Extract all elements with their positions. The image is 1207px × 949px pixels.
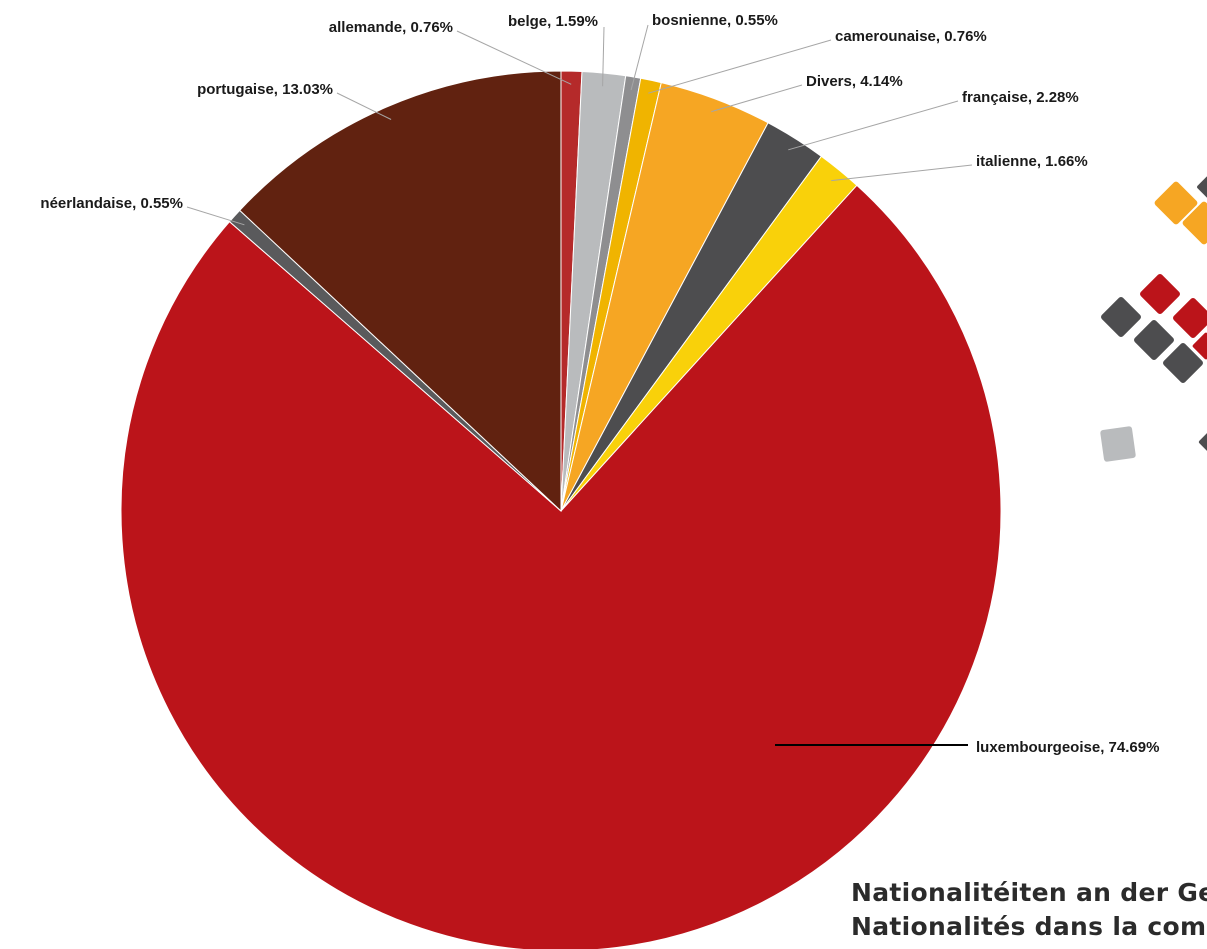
leader-line [456,30,572,85]
data-label: Divers, 4.14% [806,73,903,90]
data-label: bosnienne, 0.55% [652,12,778,29]
decorative-squares [1100,175,1207,462]
leader-line [336,92,392,120]
leader-line [831,164,973,182]
leader-line [186,206,245,226]
chart-title-line-2: Nationalités dans la com [851,912,1207,941]
data-label: camerounaise, 0.76% [835,28,987,45]
deco-square [1192,332,1207,360]
leader-line [630,24,649,91]
leader-line [602,26,605,87]
deco-square [1198,432,1207,452]
leader-line [648,39,832,94]
deco-square [1163,343,1203,383]
data-label: belge, 1.59% [508,13,598,30]
deco-square [1182,201,1207,245]
pie-slice-portugaise [239,70,562,513]
leader-line [711,84,803,113]
deco-square [1101,297,1141,337]
data-label: française, 2.28% [962,89,1079,106]
data-label: néerlandaise, 0.55% [40,195,183,212]
data-label: allemande, 0.76% [329,19,453,36]
data-label: portugaise, 13.03% [197,81,333,98]
pie-slice-luxembourgeoise [120,184,1002,949]
data-label: italienne, 1.66% [976,153,1088,170]
deco-square [1134,320,1174,360]
data-label: luxembourgeoise, 74.69% [976,739,1159,756]
leader-line [788,100,959,151]
deco-square [1197,175,1207,199]
deco-square [1140,274,1180,314]
chart-title-line-1: Nationalitéiten an der Ge [851,878,1207,907]
deco-square [1154,181,1198,225]
deco-square [1173,298,1207,338]
deco-square [1100,426,1136,462]
